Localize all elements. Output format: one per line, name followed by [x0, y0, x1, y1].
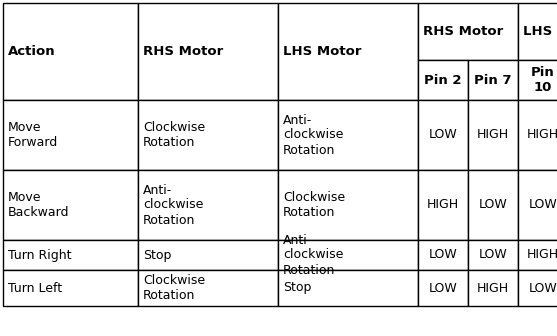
Text: HIGH: HIGH	[427, 199, 459, 211]
Bar	[518, 170, 557, 240]
Bar	[468, 240, 518, 270]
Bar	[518, 270, 557, 306]
Text: HIGH: HIGH	[477, 128, 509, 141]
Text: LOW: LOW	[429, 128, 457, 141]
Text: Move
Backward: Move Backward	[8, 191, 70, 219]
Bar	[278, 270, 418, 306]
Bar	[278, 240, 418, 270]
Text: Anti-
clockwise
Rotation: Anti- clockwise Rotation	[283, 114, 343, 157]
Text: LOW: LOW	[529, 282, 557, 294]
Bar	[3, 3, 138, 100]
Bar	[138, 270, 278, 306]
Bar	[138, 3, 278, 100]
Text: Anti-
clockwise
Rotation: Anti- clockwise Rotation	[283, 234, 343, 277]
Bar	[418, 60, 468, 100]
Bar	[418, 270, 468, 306]
Bar	[518, 100, 557, 170]
Bar	[468, 170, 518, 240]
Bar	[278, 100, 418, 170]
Bar	[138, 240, 278, 270]
Text: Pin
10: Pin 10	[531, 66, 555, 94]
Text: LOW: LOW	[429, 282, 457, 294]
Bar	[518, 60, 557, 100]
Bar	[138, 100, 278, 170]
Text: RHS Motor: RHS Motor	[143, 45, 223, 58]
Text: Anti-
clockwise
Rotation: Anti- clockwise Rotation	[143, 183, 203, 226]
Bar	[278, 3, 418, 100]
Bar	[468, 60, 518, 100]
Bar	[418, 3, 518, 60]
Text: Pin 7: Pin 7	[474, 74, 512, 86]
Bar	[3, 170, 138, 240]
Bar	[518, 240, 557, 270]
Text: Action: Action	[8, 45, 56, 58]
Bar	[418, 170, 468, 240]
Text: Clockwise
Rotation: Clockwise Rotation	[143, 121, 205, 149]
Text: Stop: Stop	[283, 282, 311, 294]
Bar	[418, 240, 468, 270]
Text: Clockwise
Rotation: Clockwise Rotation	[283, 191, 345, 219]
Text: Stop: Stop	[143, 249, 172, 261]
Bar	[418, 100, 468, 170]
Text: HIGH: HIGH	[527, 128, 557, 141]
Text: LOW: LOW	[478, 249, 507, 261]
Text: HIGH: HIGH	[527, 249, 557, 261]
Bar	[3, 240, 138, 270]
Text: LHS Motor: LHS Motor	[283, 45, 361, 58]
Text: LHS Motor: LHS Motor	[523, 25, 557, 38]
Text: Pin 2: Pin 2	[424, 74, 462, 86]
Text: Turn Right: Turn Right	[8, 249, 71, 261]
Bar	[278, 170, 418, 240]
Bar	[138, 170, 278, 240]
Bar	[468, 100, 518, 170]
Bar	[3, 100, 138, 170]
Text: HIGH: HIGH	[477, 282, 509, 294]
Bar	[518, 3, 557, 60]
Bar	[468, 270, 518, 306]
Text: LOW: LOW	[529, 199, 557, 211]
Text: LOW: LOW	[429, 249, 457, 261]
Bar	[3, 270, 138, 306]
Text: RHS Motor: RHS Motor	[423, 25, 504, 38]
Text: LOW: LOW	[478, 199, 507, 211]
Text: Move
Forward: Move Forward	[8, 121, 58, 149]
Text: Clockwise
Rotation: Clockwise Rotation	[143, 274, 205, 302]
Text: Turn Left: Turn Left	[8, 282, 62, 294]
